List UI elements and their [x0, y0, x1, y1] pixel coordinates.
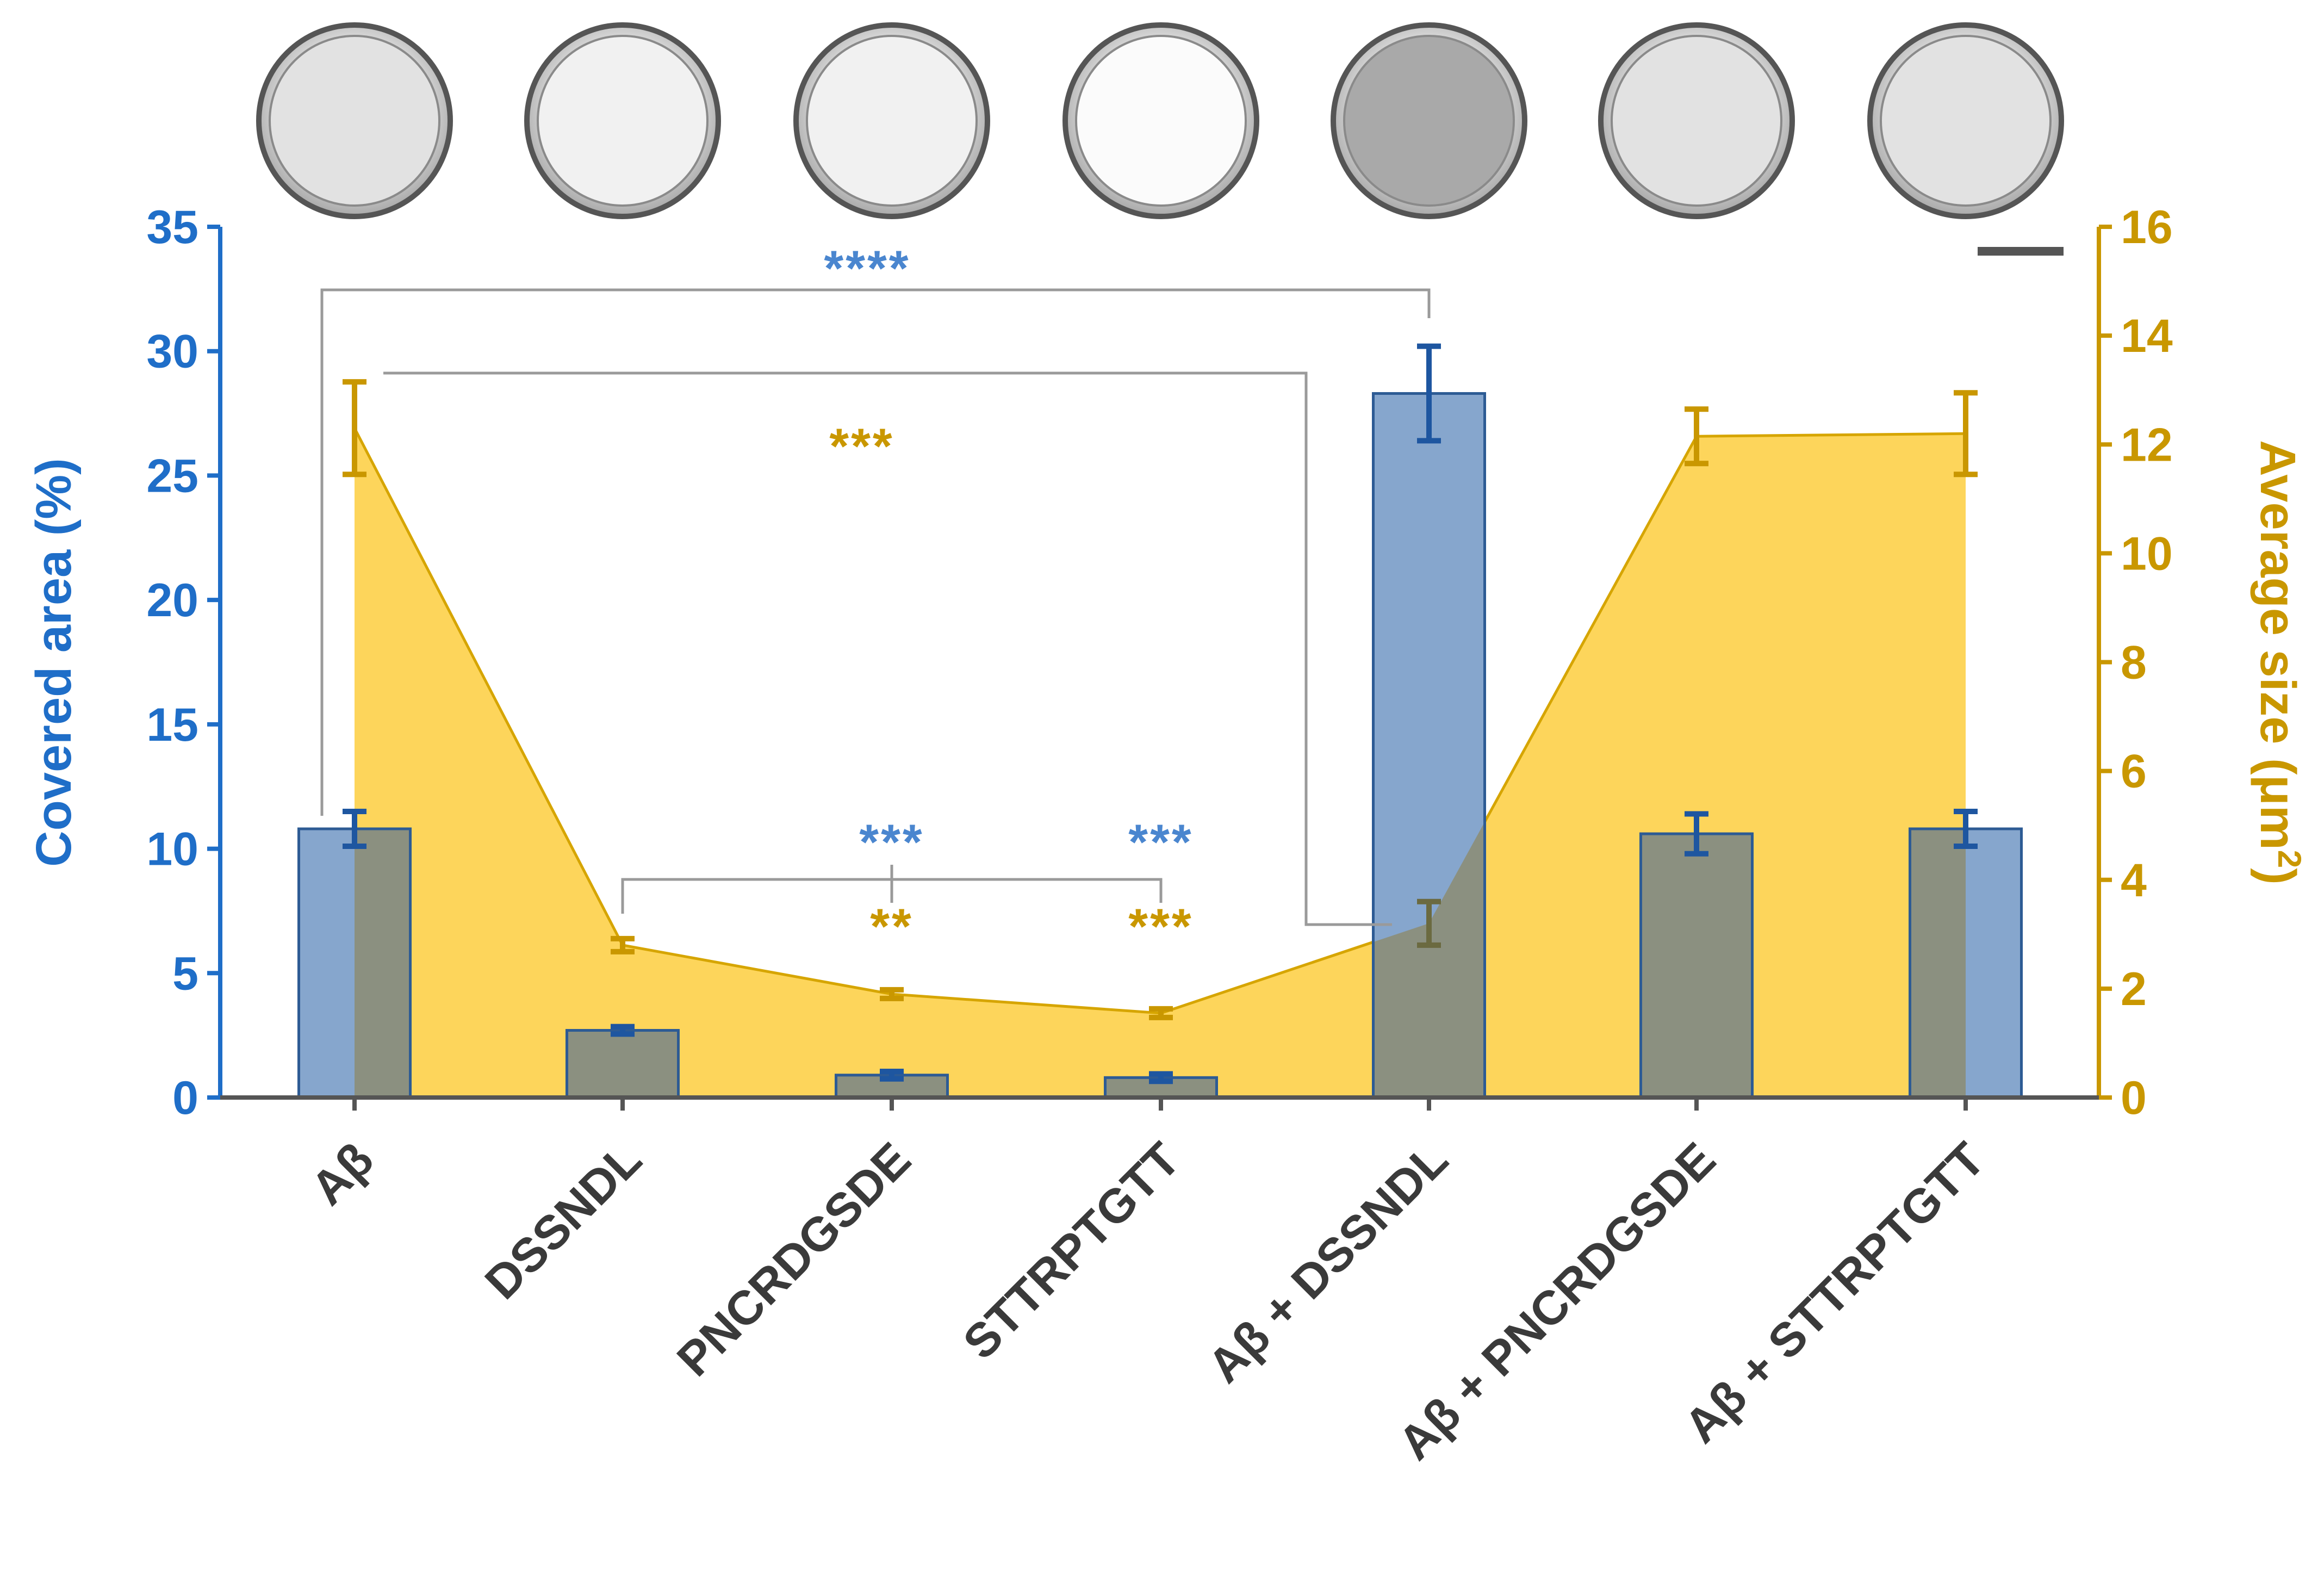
sig-label-1: ****: [824, 241, 910, 296]
covered-area-error-6: [1685, 811, 1708, 857]
micrograph-inner: [269, 35, 440, 207]
significance-brackets: [320, 288, 1431, 926]
average-size-error-4: [1149, 1006, 1173, 1020]
left-tick-label: 20: [146, 574, 198, 627]
micrograph-inner: [537, 35, 709, 207]
average-size-error-3: [880, 987, 904, 1001]
bracket-ab-size-vs-ab-dssndl: [383, 371, 1392, 926]
right-axis-title-close: ): [2250, 868, 2306, 885]
average-size-error-2: [611, 935, 635, 954]
right-tick-label: 16: [2121, 201, 2173, 253]
right-tick-label: 10: [2121, 528, 2173, 580]
micrograph-5: [1331, 22, 1527, 219]
left-tick-label: 5: [172, 947, 198, 1000]
micrograph-3: [793, 22, 990, 219]
micrograph-inner: [1880, 35, 2052, 207]
significance-labels: **** *** *** ** *** ***: [824, 241, 1193, 954]
right-tick-label: 4: [2121, 854, 2147, 907]
sig-label-6: ***: [1128, 899, 1193, 954]
micrograph-2: [524, 22, 721, 219]
right-axis-title-main: Average size (μm: [2250, 440, 2306, 850]
x-axis-ticks: [352, 1098, 1968, 1111]
category-labels: Aβ DSSNDL PNCRDGSDE STTRPTGTT Aβ + DSSNDL Aβ …: [301, 1132, 1995, 1470]
average-size-error-7: [1954, 390, 1978, 478]
left-tick-label: 25: [146, 450, 198, 502]
covered-area-error-5: [1417, 343, 1441, 444]
sig-label-3: ***: [859, 815, 924, 870]
category-label-3: PNCRDGSDE: [667, 1132, 921, 1386]
left-tick-label: 35: [146, 201, 198, 253]
covered-area-error-4: [1149, 1071, 1173, 1084]
scale-bar: [1978, 247, 2064, 256]
micrograph-inner: [806, 35, 978, 207]
micrograph-inner: [1343, 35, 1515, 207]
category-label-7: Aβ + STTRPTGTT: [1674, 1132, 1994, 1453]
covered-area-error-bars: [343, 343, 1978, 1084]
category-label-1: Aβ: [301, 1132, 384, 1215]
average-size-area: [355, 428, 1966, 1098]
right-tick-label: 6: [2121, 746, 2147, 798]
left-axis-title: Covered area (%): [26, 458, 82, 867]
axes: 0 5 10 15 20 25 30 35 0 2 4 6 8 10 12 14 16: [146, 201, 2173, 1124]
covered-area-error-3: [880, 1068, 904, 1082]
right-tick-label: 2: [2121, 963, 2147, 1015]
sig-label-2: ***: [829, 419, 894, 474]
bar-overlap-6: [1639, 832, 1754, 1098]
average-size-error-1: [343, 379, 366, 478]
micrograph-row: [256, 22, 2064, 219]
average-size-error-6: [1685, 406, 1708, 467]
right-tick-label: 12: [2121, 419, 2173, 471]
right-axis-title-sup: 2: [2271, 850, 2308, 868]
right-axis-title: Average size (μm2): [2250, 440, 2308, 884]
micrograph-4: [1062, 22, 1259, 219]
right-tick-label: 14: [2121, 310, 2173, 362]
covered-area-error-2: [611, 1024, 635, 1037]
micrograph-6: [1598, 22, 1795, 219]
micrograph-7: [1867, 22, 2064, 219]
average-size-error-bars: [343, 379, 1978, 1020]
right-tick-label: 8: [2121, 637, 2147, 689]
left-tick-label: 10: [146, 823, 198, 876]
bar-overlap-7: [1909, 827, 1966, 1098]
right-axis-ticks: 0 2 4 6 8 10 12 14 16: [2099, 201, 2173, 1124]
micrograph-inner: [1611, 35, 1782, 207]
covered-area-error-7: [1954, 808, 1978, 849]
sig-label-5: ***: [1128, 815, 1193, 870]
micrograph-1: [256, 22, 453, 219]
bar-overlap-2: [566, 1028, 680, 1098]
micrograph-inner: [1075, 35, 1247, 207]
covered-area-error-1: [343, 808, 366, 849]
bracket-ab-vs-ab-dssndl: [320, 288, 1431, 816]
category-label-4: STTRPTGTT: [953, 1132, 1190, 1369]
left-tick-label: 30: [146, 326, 198, 378]
average-size-error-5: [1417, 898, 1441, 948]
left-tick-label: 0: [172, 1072, 198, 1124]
category-label-5: Aβ + DSSNDL: [1197, 1132, 1458, 1393]
right-tick-label: 0: [2121, 1072, 2147, 1124]
left-axis-ticks: 0 5 10 15 20 25 30 35: [146, 201, 220, 1124]
sig-label-4: **: [870, 899, 914, 954]
bar-overlap-1: [355, 827, 412, 1098]
left-tick-label: 15: [146, 699, 198, 751]
category-label-2: DSSNDL: [475, 1132, 652, 1309]
